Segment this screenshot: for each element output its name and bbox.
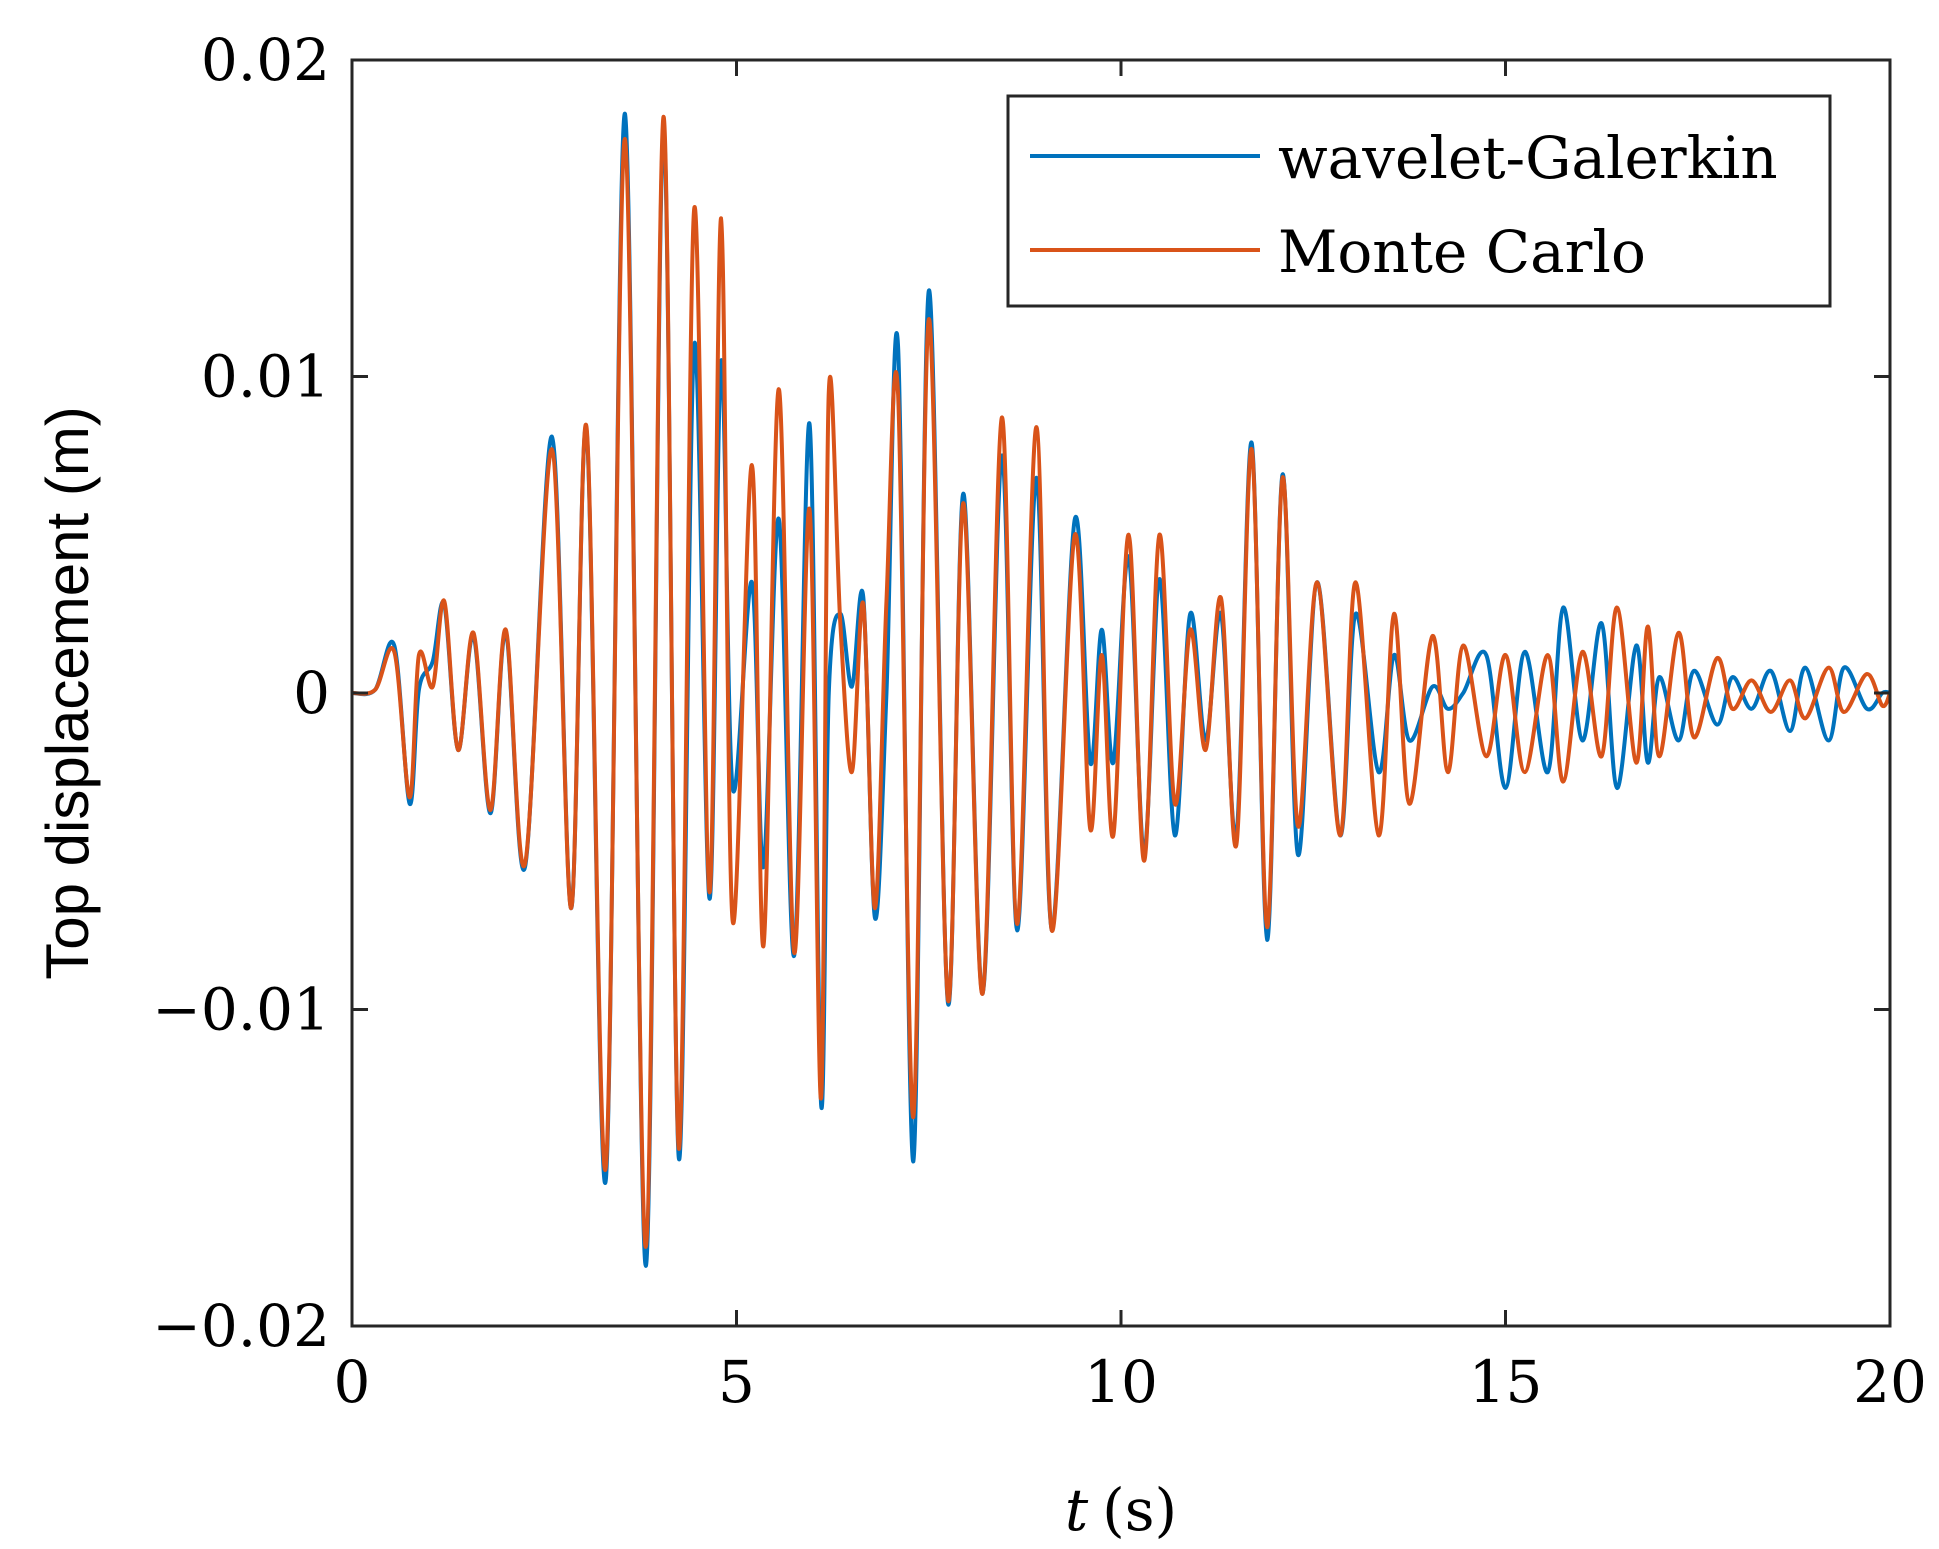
y-axis-label: Top displacement (m) [34,406,101,980]
x-axis: 0 5 10 15 20 [334,60,1927,1416]
x-tick-label: 20 [1853,1348,1927,1416]
x-axis-label-var: t [1065,1476,1089,1544]
x-tick-label: 10 [1084,1348,1158,1416]
series-layer [352,111,1890,1268]
x-tick-label: 5 [718,1348,755,1416]
x-axis-label: t (s) [1065,1476,1177,1544]
legend-label-monte-carlo: Monte Carlo [1278,218,1646,286]
x-axis-label-unit: (s) [1102,1476,1177,1544]
y-tick-label: 0.02 [201,26,330,94]
plot-area [352,111,1890,1268]
y-tick-label: 0 [293,659,330,727]
y-tick-label: −0.02 [152,1292,330,1360]
x-tick-label: 15 [1469,1348,1543,1416]
x-tick-label: 0 [334,1348,371,1416]
legend-box [1006,94,1832,308]
series-line-monte-carlo [352,114,1890,1249]
legend-label-wavelet-galerkin: wavelet-Galerkin [1278,124,1778,192]
y-tick-label: −0.01 [152,976,330,1044]
y-tick-label: 0.01 [201,343,330,411]
y-axis: −0.02 −0.01 0 0.01 0.02 [152,26,1890,1360]
legend: wavelet-Galerkin Monte Carlo [1006,94,1832,308]
